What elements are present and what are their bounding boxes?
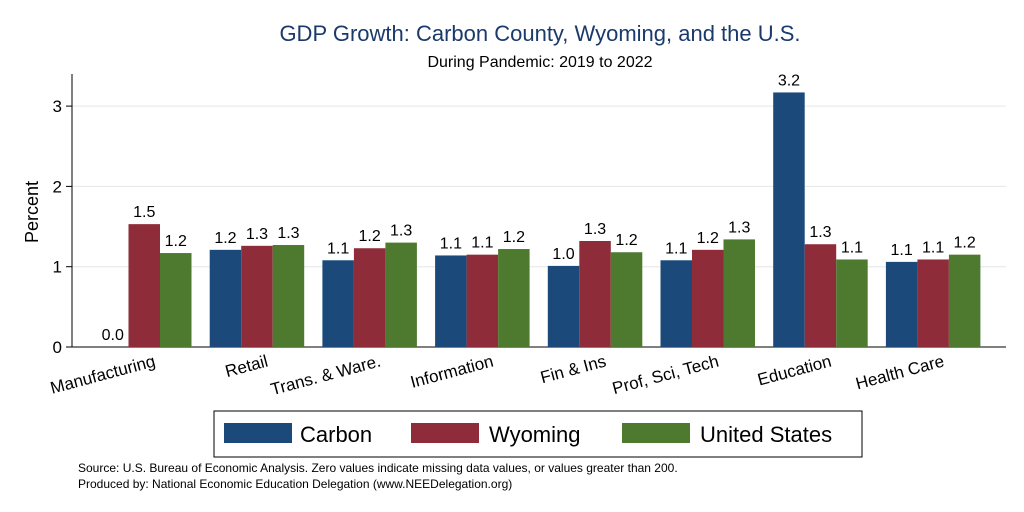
data-label: 1.2 <box>359 228 381 245</box>
legend-label-united-states: United States <box>700 422 832 447</box>
chart-subtitle: During Pandemic: 2019 to 2022 <box>427 54 652 71</box>
source-note: Source: U.S. Bureau of Economic Analysis… <box>78 461 678 475</box>
bar-carbon-retail <box>209 249 242 347</box>
chart-title: GDP Growth: Carbon County, Wyoming, and … <box>279 21 800 46</box>
bar-wyoming-health-care <box>917 259 949 347</box>
data-label: 1.2 <box>615 232 637 249</box>
bar-carbon-prof-sci-tech <box>660 260 692 347</box>
data-label: 1.2 <box>214 230 236 247</box>
bar-wyoming-education <box>804 244 837 347</box>
data-label: 1.3 <box>584 221 606 238</box>
data-label: 1.0 <box>552 246 574 263</box>
bar-united-states-education <box>836 259 868 347</box>
data-label: 1.2 <box>165 233 187 250</box>
legend: Carbon Wyoming United States <box>213 410 863 458</box>
data-label: 1.2 <box>954 235 976 252</box>
bar-united-states-information <box>498 249 530 347</box>
data-label: 1.1 <box>327 240 349 257</box>
data-labels: 0.0 1.2 1.1 1.1 1.0 1.1 3.2 1.1 1.5 1.3 1.2 1.1 1.3 1… <box>102 72 976 344</box>
legend-label-carbon: Carbon <box>300 422 372 447</box>
legend-label-wyoming: Wyoming <box>489 422 581 447</box>
bar-carbon-fin-ins <box>547 265 580 347</box>
y-axis-label: Percent <box>22 181 42 243</box>
data-label: 1.1 <box>665 240 687 257</box>
data-label: 1.1 <box>440 235 462 252</box>
legend-swatch-carbon <box>224 423 292 443</box>
data-label: 1.1 <box>891 242 913 259</box>
y-tick-label: 0 <box>53 338 62 357</box>
y-tick-label: 3 <box>53 97 62 116</box>
data-label: 1.1 <box>841 239 863 256</box>
data-label: 3.2 <box>778 72 800 89</box>
data-label: 1.3 <box>809 224 831 241</box>
bar-wyoming-trans-ware <box>353 248 386 347</box>
data-label: 1.3 <box>246 226 268 243</box>
data-label: 1.3 <box>390 223 412 240</box>
bar-carbon-information <box>435 255 467 347</box>
legend-swatch-united-states <box>622 423 690 443</box>
bar-united-states-health-care <box>948 254 981 347</box>
bar-wyoming-manufacturing <box>128 224 160 347</box>
y-tick-label: 1 <box>53 258 62 277</box>
y-tick-label: 2 <box>53 177 62 196</box>
data-label: 1.3 <box>728 219 750 236</box>
data-label: 1.1 <box>922 239 944 256</box>
bar-united-states-retail <box>272 245 305 347</box>
bar-carbon-health-care <box>885 261 918 347</box>
bar-carbon-education <box>773 92 805 347</box>
producer-note: Produced by: National Economic Education… <box>78 477 512 491</box>
bar-wyoming-retail <box>241 245 273 347</box>
bars <box>128 92 981 347</box>
bar-united-states-manufacturing <box>160 253 192 347</box>
bar-united-states-trans-ware <box>385 242 417 347</box>
bar-united-states-prof-sci-tech <box>723 239 755 347</box>
data-label: 1.2 <box>697 230 719 247</box>
data-label: 1.2 <box>503 229 525 246</box>
bar-united-states-fin-ins <box>610 252 643 347</box>
data-label: 0.0 <box>102 327 124 344</box>
bar-wyoming-prof-sci-tech <box>692 249 724 347</box>
bar-wyoming-fin-ins <box>579 241 611 347</box>
bar-wyoming-information <box>466 254 499 347</box>
legend-box <box>213 410 863 458</box>
bar-carbon-trans-ware <box>322 260 354 347</box>
legend-swatch-wyoming <box>411 423 479 443</box>
data-label: 1.1 <box>471 235 493 252</box>
data-label: 1.3 <box>277 225 299 242</box>
y-ticks: 0 1 2 3 <box>53 97 72 357</box>
data-label: 1.5 <box>133 204 155 221</box>
